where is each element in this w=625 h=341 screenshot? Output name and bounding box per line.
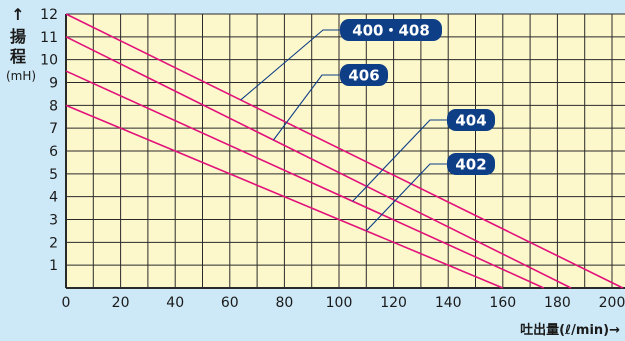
series-line [65, 70, 545, 289]
leader-lines [240, 29, 447, 232]
y-tick-label: 11 [40, 30, 58, 46]
x-tick-label: 100 [326, 295, 353, 311]
x-tick-label: 180 [544, 295, 571, 311]
y-tick-label: 5 [49, 167, 58, 183]
y-tick-label: 7 [49, 121, 58, 137]
series-tags: 400・408 406 404 402 [340, 19, 495, 175]
x-tick-label: 40 [166, 295, 184, 311]
y-axis-label-char-1: 揚 [10, 27, 26, 46]
x-tick-label: 160 [489, 295, 516, 311]
x-tick-label: 60 [221, 295, 239, 311]
series-tag [447, 109, 495, 131]
series-line [65, 36, 572, 289]
y-tick-label: 3 [49, 213, 58, 229]
series-tag-label: 402 [455, 156, 486, 174]
series-tag [340, 64, 388, 86]
series-tag [340, 19, 442, 41]
y-tick-label: 9 [49, 76, 58, 92]
series-tag-label: 406 [348, 67, 379, 85]
y-axis-label-char-2: 程 [10, 47, 26, 66]
y-tick-label: 10 [40, 53, 58, 69]
x-tick-label: 0 [62, 295, 71, 311]
x-axis-label: 吐出量(ℓ/min)→ [520, 322, 620, 338]
x-tick-label: 20 [112, 295, 130, 311]
x-tick-label: 80 [275, 295, 293, 311]
series-tag-label: 404 [455, 112, 486, 130]
leader-line [273, 74, 340, 141]
y-tick-label: 6 [49, 144, 58, 160]
x-tick-label: 200 [599, 295, 625, 311]
y-axis-unit: (mH) [6, 69, 36, 83]
y-tick-label: 4 [49, 190, 58, 206]
y-tick-label: 2 [49, 235, 58, 251]
y-tick-label: 12 [40, 7, 58, 23]
y-tick-label: 8 [49, 98, 58, 114]
series-tag [447, 153, 495, 175]
leader-line [352, 119, 447, 202]
leader-line [365, 163, 447, 232]
series-line [65, 104, 504, 289]
x-tick-label: 120 [380, 295, 407, 311]
y-axis-arrow: ↑ [11, 5, 24, 24]
series-lines [65, 13, 624, 289]
leader-line [240, 29, 340, 101]
series-tag-label: 400・408 [352, 22, 430, 40]
series-line [65, 13, 624, 289]
y-tick-label: 1 [49, 258, 58, 274]
x-tick-label: 140 [435, 295, 462, 311]
